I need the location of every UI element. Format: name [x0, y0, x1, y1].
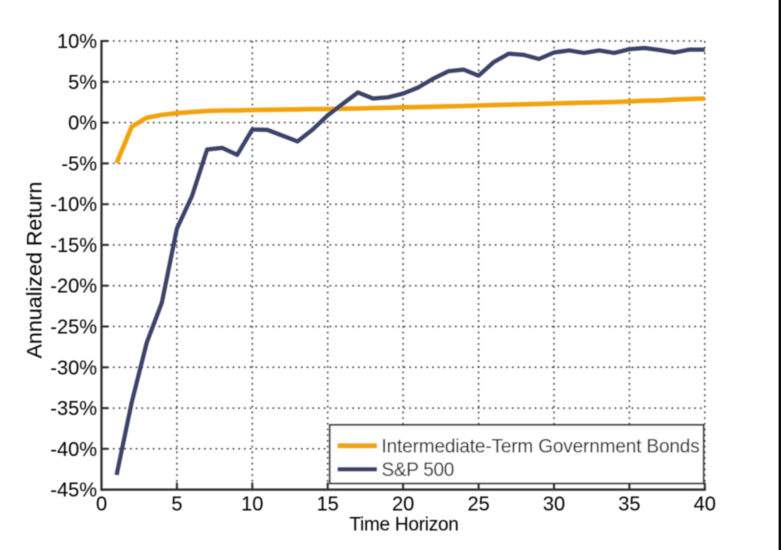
- svg-text:40: 40: [694, 494, 716, 516]
- svg-text:S&P 500: S&P 500: [382, 460, 455, 481]
- svg-text:Time Horizon: Time Horizon: [349, 515, 458, 536]
- svg-text:0%: 0%: [68, 113, 97, 135]
- svg-text:-25%: -25%: [50, 317, 97, 339]
- svg-text:-35%: -35%: [50, 398, 97, 420]
- svg-text:-20%: -20%: [50, 276, 97, 298]
- svg-text:-30%: -30%: [50, 357, 97, 379]
- svg-text:35: 35: [618, 494, 640, 516]
- svg-text:Intermediate-Term Government B: Intermediate-Term Government Bonds: [382, 436, 700, 457]
- svg-text:30: 30: [543, 494, 565, 516]
- svg-text:20: 20: [392, 494, 414, 516]
- svg-text:-10%: -10%: [50, 194, 97, 216]
- svg-text:15: 15: [317, 494, 339, 516]
- svg-text:10: 10: [241, 494, 263, 516]
- svg-text:10%: 10%: [57, 31, 97, 53]
- svg-text:0: 0: [96, 494, 107, 516]
- svg-text:-40%: -40%: [50, 439, 97, 461]
- svg-text:-45%: -45%: [50, 480, 97, 502]
- svg-text:Annualized Return: Annualized Return: [23, 182, 47, 359]
- svg-text:25: 25: [467, 494, 489, 516]
- svg-text:5: 5: [171, 494, 182, 516]
- svg-text:5%: 5%: [68, 72, 97, 94]
- svg-text:-15%: -15%: [50, 235, 97, 257]
- svg-text:-5%: -5%: [61, 153, 97, 175]
